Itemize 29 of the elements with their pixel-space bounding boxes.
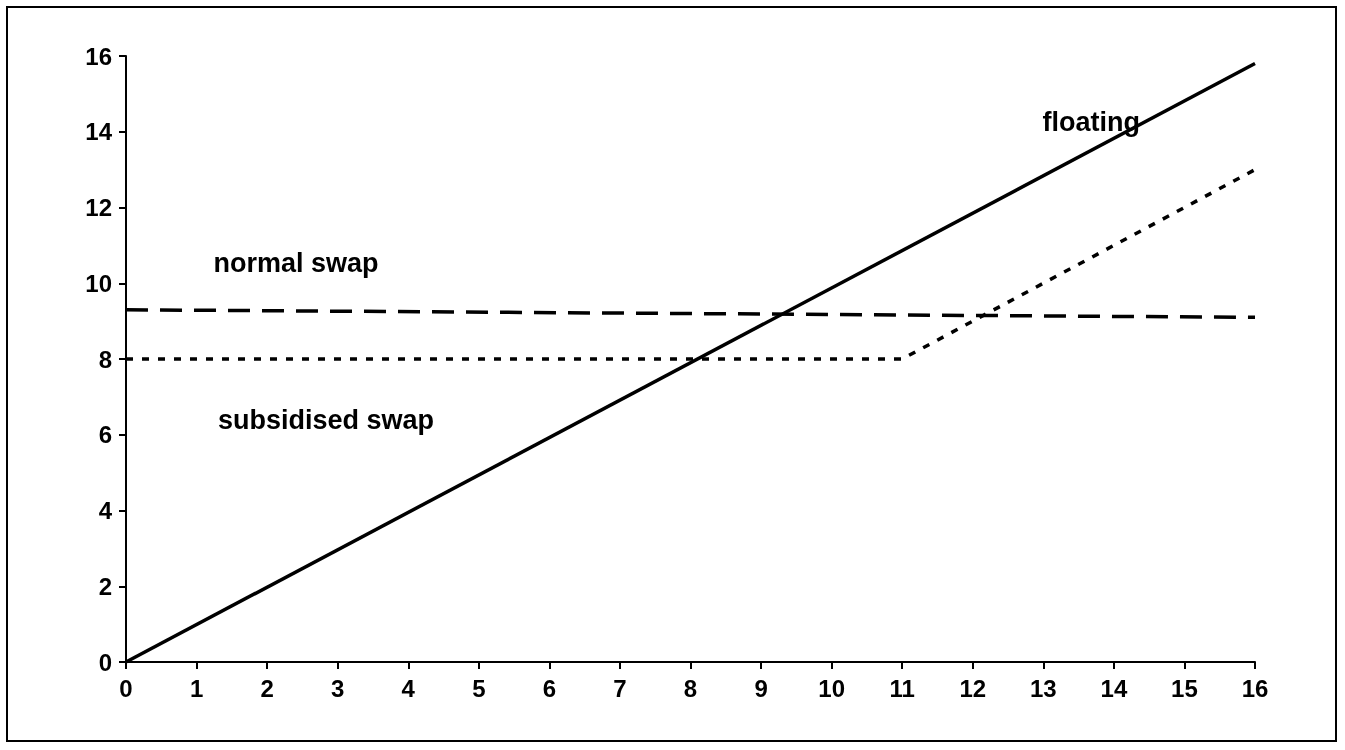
x-tick-label: 8 <box>683 674 698 702</box>
x-tick-label: 9 <box>754 674 768 702</box>
x-tick-label: 3 <box>331 674 345 702</box>
y-tick-label: 0 <box>98 648 112 676</box>
x-tick-label: 16 <box>1241 674 1269 702</box>
x-tick-label: 2 <box>260 674 274 702</box>
x-tick-label: 6 <box>542 674 557 702</box>
series-label: subsidised swap <box>217 404 435 435</box>
y-tick-label: 4 <box>98 497 113 524</box>
x-tick-label: 5 <box>472 674 486 702</box>
y-tick-label: 16 <box>85 42 112 70</box>
y-tick-label: 8 <box>98 345 112 373</box>
x-tick-label: 15 <box>1171 674 1198 702</box>
y-tick-label: 6 <box>98 421 112 449</box>
y-tick-label: 14 <box>85 118 113 146</box>
x-tick-label: 0 <box>119 674 133 702</box>
x-tick-label: 7 <box>613 674 627 702</box>
x-tick-label: 1 <box>189 674 204 702</box>
y-tick-label: 12 <box>85 194 112 221</box>
x-tick-label: 10 <box>818 674 845 702</box>
series-label: normal swap <box>213 248 379 279</box>
y-tick-label: 10 <box>85 269 112 297</box>
x-tick-label: 13 <box>1029 674 1057 702</box>
x-tick-label: 12 <box>959 674 987 702</box>
series-label: floating <box>1042 106 1140 137</box>
x-tick-label: 4 <box>401 674 416 702</box>
x-tick-label: 14 <box>1100 674 1128 702</box>
x-tick-label: 11 <box>889 674 915 702</box>
y-tick-label: 2 <box>98 572 112 600</box>
